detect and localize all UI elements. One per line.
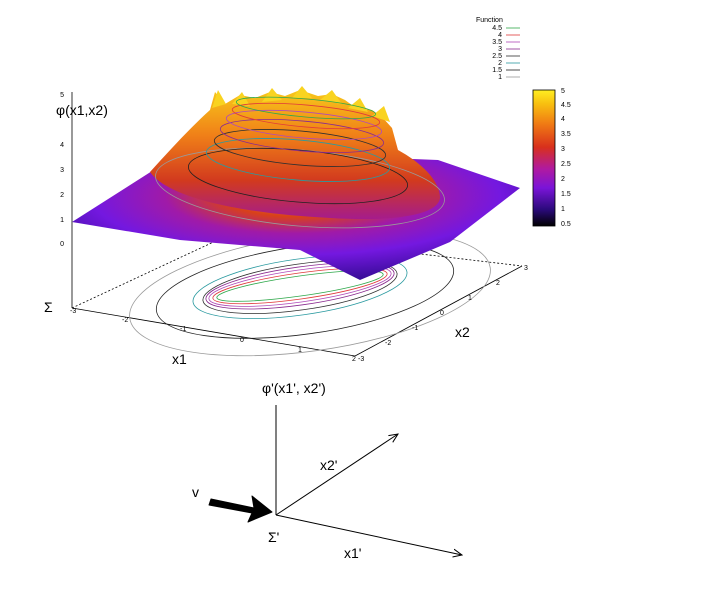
top-plot: 5 4 3 2 1 0 -3 -2 -1 0 1 2 -3 -2 -1 0 1 … — [44, 17, 571, 367]
z-axis-ticks: 5 4 3 2 1 0 — [60, 92, 64, 248]
x-axis-ticks: -3 -2 -1 0 1 2 — [70, 308, 356, 363]
z-tick: 1 — [60, 217, 64, 224]
colorbar-tick: 3.5 — [561, 131, 571, 138]
colorbar-tick: 3 — [561, 146, 565, 153]
legend-label: 2 — [498, 60, 502, 67]
y-tick: 1 — [468, 295, 472, 302]
legend: Function 4.5 4 3.5 3 2.5 2 — [476, 17, 520, 81]
colorbar-tick: 4 — [561, 116, 565, 123]
legend-entry: 1.5 — [492, 67, 520, 74]
z-tick: 4 — [60, 142, 64, 149]
colorbar-tick: 0.5 — [561, 221, 571, 228]
y-tick: 3 — [524, 265, 528, 272]
legend-label: 1.5 — [492, 67, 502, 74]
velocity-label: v — [192, 484, 199, 500]
sigma-label: Σ — [44, 299, 53, 315]
surface-peak — [150, 90, 440, 220]
z-tick: 5 — [60, 92, 64, 99]
colorbar: 5 4.5 4 3.5 3 2.5 2 1.5 1 0.5 — [532, 88, 571, 228]
colorbar-tick: 5 — [561, 88, 565, 95]
colorbar-tick: 2 — [561, 176, 565, 183]
z-tick: 3 — [60, 167, 64, 174]
x-tick: 2 — [352, 356, 356, 363]
legend-entry: 1 — [498, 74, 520, 81]
colorbar-tick: 1.5 — [561, 191, 571, 198]
y-tick: -1 — [412, 325, 418, 332]
x-axis-label: x1 — [172, 351, 187, 367]
legend-label: 3.5 — [492, 39, 502, 46]
legend-label: 3 — [498, 46, 502, 53]
legend-title: Function — [476, 17, 503, 24]
y-tick: 2 — [496, 280, 500, 287]
legend-label: 4 — [498, 32, 502, 39]
y-tick: -2 — [385, 340, 391, 347]
x2-prime-axis — [275, 434, 398, 516]
legend-label: 4.5 — [492, 25, 502, 32]
z-prime-label: φ'(x1', x2') — [262, 380, 326, 396]
x-tick: -2 — [122, 317, 128, 324]
legend-entry: 2.5 — [492, 53, 520, 60]
z-tick: 0 — [60, 241, 64, 248]
x1-prime-label: x1' — [344, 545, 361, 561]
colorbar-tick: 2.5 — [561, 161, 571, 168]
y-axis-label: x2 — [455, 324, 470, 340]
z-axis-label: φ(x1,x2) — [56, 102, 108, 118]
x2-prime-label: x2' — [320, 457, 337, 473]
x-tick: 0 — [240, 337, 244, 344]
x-tick: -1 — [180, 326, 186, 333]
y-axis-ticks: -3 -2 -1 0 1 2 3 — [358, 265, 528, 363]
legend-entry: 4 — [498, 32, 520, 39]
legend-entry: 3 — [498, 46, 520, 53]
sigma-prime-label: Σ' — [268, 529, 279, 545]
y-tick: 0 — [440, 310, 444, 317]
x-tick: -3 — [70, 308, 76, 315]
legend-label: 2.5 — [492, 53, 502, 60]
colorbar-tick: 4.5 — [561, 102, 571, 109]
x1-prime-axis — [275, 514, 462, 555]
x-tick: 1 — [298, 347, 302, 354]
legend-entry: 4.5 — [492, 25, 520, 32]
y-tick: -3 — [358, 356, 364, 363]
z-tick: 2 — [60, 192, 64, 199]
base-contours — [129, 229, 491, 357]
legend-entry: 2 — [498, 60, 520, 67]
colorbar-tick: 1 — [561, 206, 565, 213]
bottom-diagram: φ'(x1', x2') x2' x1' Σ' v — [192, 380, 462, 561]
legend-entry: 3.5 — [492, 39, 520, 46]
surface-contours — [155, 96, 445, 229]
velocity-arrow — [208, 495, 273, 523]
legend-label: 1 — [498, 74, 502, 81]
